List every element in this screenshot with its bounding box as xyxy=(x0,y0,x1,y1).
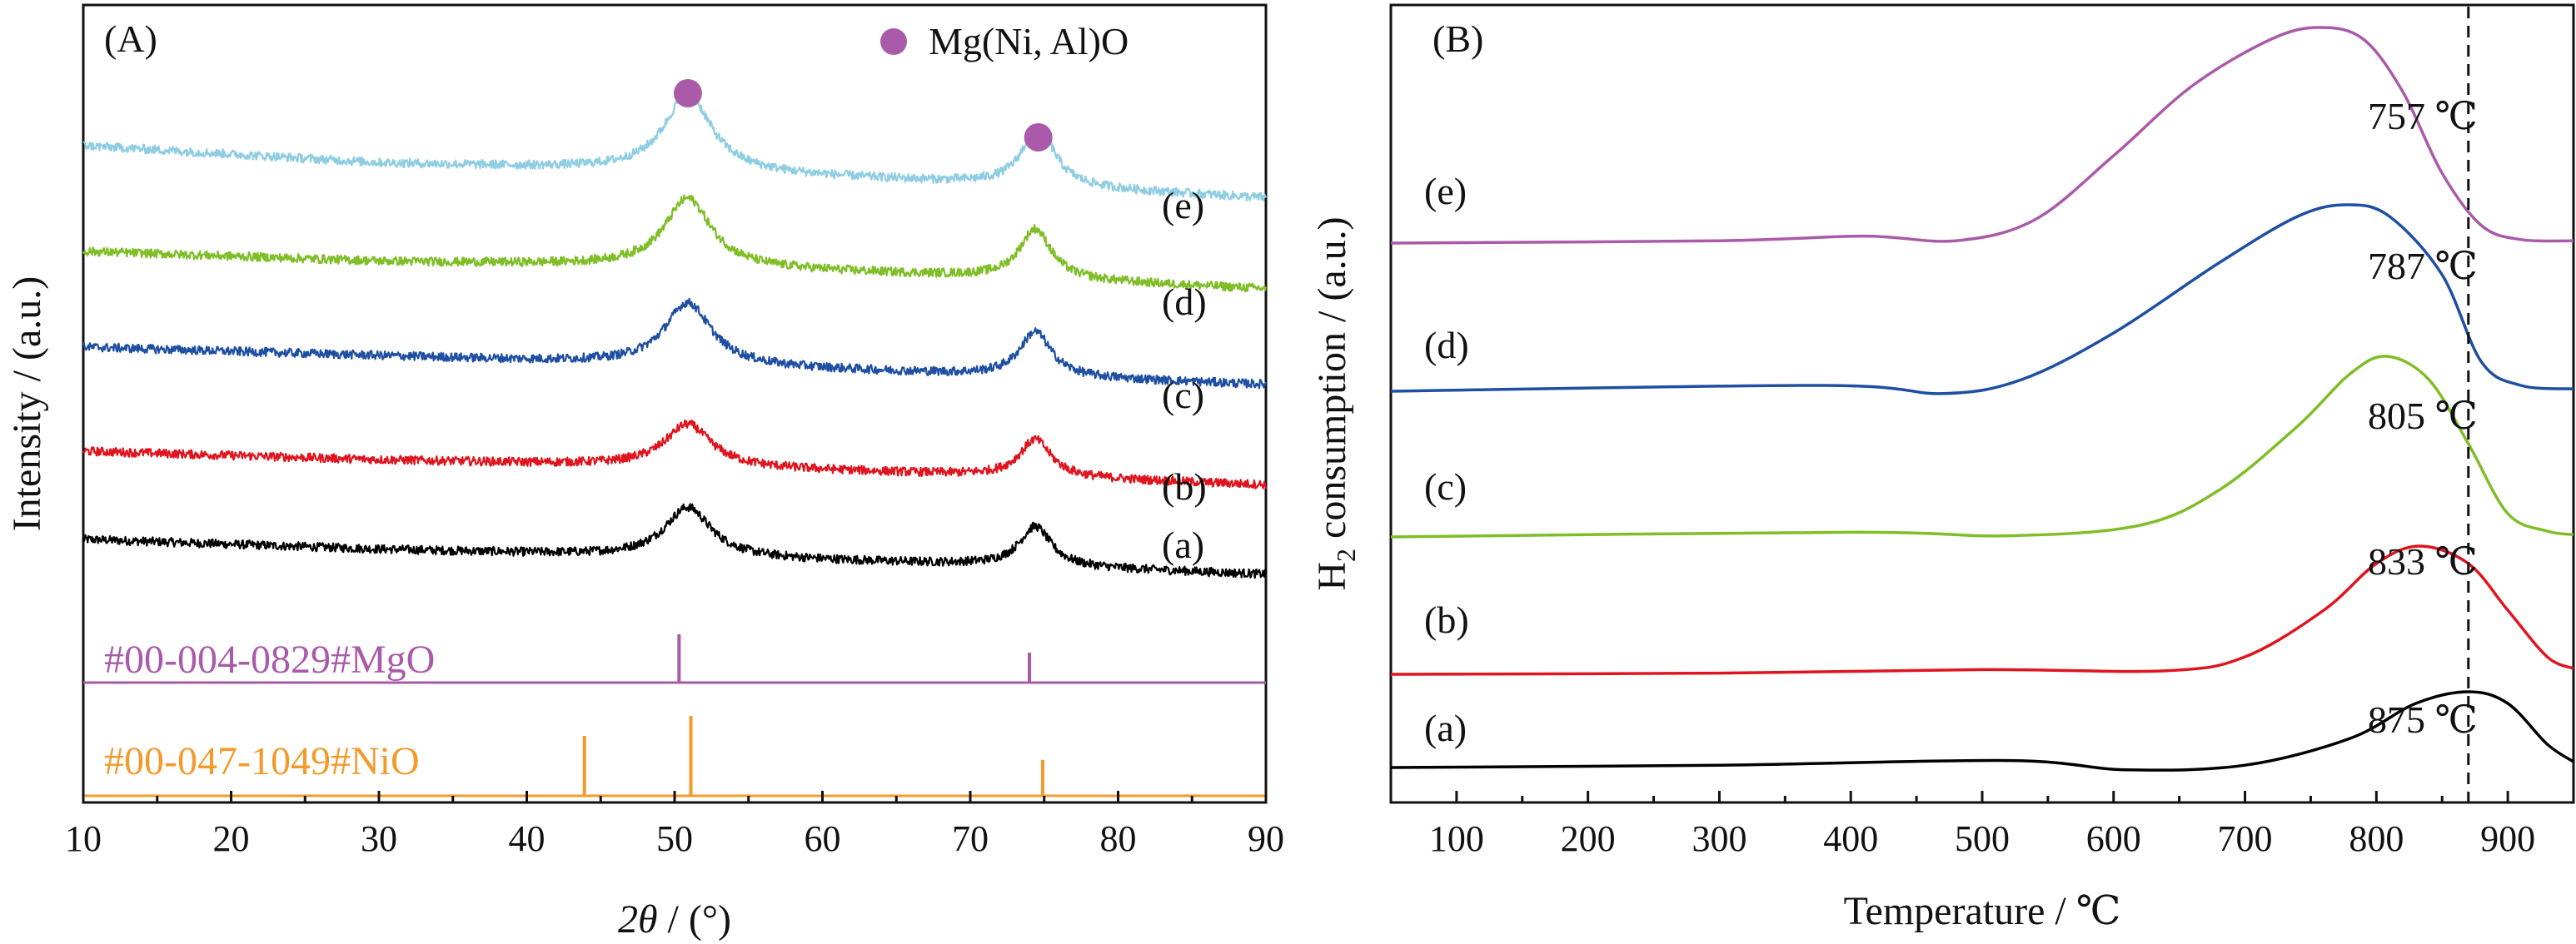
panel-b-x-axis-title: Temperature / ℃ xyxy=(1844,889,2121,933)
xrd-series-label: (c) xyxy=(1162,374,1204,416)
xrd-series-c xyxy=(82,297,1268,390)
y-axis-rest: consumption / (a.u.) xyxy=(1310,216,1354,549)
x-tick-label: 600 xyxy=(2086,818,2141,859)
x-tick-label: 700 xyxy=(2218,818,2273,859)
panel-b-x-ticks: 100 200 300 400 500 600 700 800 900 xyxy=(1429,791,2535,859)
tpr-series-a xyxy=(1390,690,2574,772)
x-tick-label: 500 xyxy=(1955,818,2010,859)
x-tick-label: 70 xyxy=(952,818,989,859)
x-tick-label: 50 xyxy=(656,818,693,859)
panel-a-label: (A) xyxy=(104,17,157,60)
x-tick-label: 800 xyxy=(2349,818,2404,859)
x-tick-label: 400 xyxy=(1823,818,1878,859)
xrd-series-a xyxy=(82,503,1268,579)
x-tick-label: 40 xyxy=(509,818,546,859)
tpr-series-label: (c) xyxy=(1424,465,1467,508)
phase-marker-icon xyxy=(1024,123,1053,152)
peak-temperature-label: 833 ℃ xyxy=(2368,540,2478,583)
tpr-series-label: (a) xyxy=(1424,707,1467,749)
x-tick-label: 80 xyxy=(1100,818,1137,859)
peak-temperature-label: 875 ℃ xyxy=(2368,698,2478,741)
tpr-series-b xyxy=(1390,544,2574,676)
xrd-series-label: (a) xyxy=(1162,524,1204,566)
xrd-series-label: (d) xyxy=(1162,281,1207,323)
y-axis-subscript: 2 xyxy=(1331,549,1361,562)
peak-temperature-label: 757 ℃ xyxy=(2368,95,2478,137)
x-tick-label: 60 xyxy=(805,818,841,859)
tpr-series-e xyxy=(1390,26,2574,245)
phase-marker-icon xyxy=(673,79,702,107)
x-tick-label: 300 xyxy=(1692,818,1746,859)
y-axis-h: H xyxy=(1310,562,1354,591)
tpr-series-c xyxy=(1390,355,2574,539)
tpr-series-label: (b) xyxy=(1424,599,1469,641)
reference-pattern-label: #00-004-0829#MgO xyxy=(104,638,435,682)
panel-a-x-axis-title: 2θ / (°) xyxy=(618,897,731,942)
x-tick-label: 10 xyxy=(65,818,102,859)
panel-b-plot-area: (a) 875 ℃ (b) 833 ℃ (c) 805 ℃ (d) 787 ℃ (e) 757 ℃ xyxy=(1390,7,2574,802)
xrd-series-b xyxy=(82,419,1268,489)
panel-a-y-axis-title: Intensity / (a.u.) xyxy=(5,276,49,532)
x-axis-unit: / (°) xyxy=(658,897,732,942)
tpr-series-d xyxy=(1390,203,2574,395)
x-axis-symbol: 2θ xyxy=(618,897,658,942)
tpr-series-label: (d) xyxy=(1424,324,1469,366)
x-tick-label: 90 xyxy=(1248,818,1284,859)
tpr-series-label: (e) xyxy=(1424,170,1467,212)
xrd-series-e xyxy=(82,89,1268,201)
x-tick-label: 900 xyxy=(2480,818,2535,859)
legend-marker-icon xyxy=(880,28,907,55)
x-tick-label: 20 xyxy=(213,818,250,859)
panel-a-x-ticks: 10 20 30 40 50 60 70 80 90 xyxy=(65,791,1284,859)
panel-b-label: (B) xyxy=(1432,17,1483,60)
xrd-series-label: (b) xyxy=(1162,465,1207,508)
reference-pattern-label: #00-047-1049#NiO xyxy=(104,739,420,783)
peak-temperature-label: 787 ℃ xyxy=(2368,245,2478,287)
xrd-series-label: (e) xyxy=(1162,184,1204,226)
xrd-series-d xyxy=(82,194,1268,292)
peak-temperature-label: 805 ℃ xyxy=(2368,395,2478,437)
panel-b-y-axis-title: H2 consumption / (a.u.) xyxy=(1310,216,1361,590)
x-tick-label: 100 xyxy=(1429,818,1484,859)
legend-label: Mg(Ni, Al)O xyxy=(929,20,1129,62)
panel-a-xrd: (a) (b) (c) (d) (e) #00-004-0829#MgO #00-047-1… xyxy=(5,3,1284,942)
panel-b-h2-tpr: (a) 875 ℃ (b) 833 ℃ (c) 805 ℃ (d) 787 ℃ (e) 757 ℃… xyxy=(1310,3,2575,933)
x-tick-label: 200 xyxy=(1561,818,1616,859)
x-tick-label: 30 xyxy=(361,818,397,859)
panel-a-plot-area: (a) (b) (c) (d) (e) #00-004-0829#MgO #00-047-1… xyxy=(82,79,1268,797)
